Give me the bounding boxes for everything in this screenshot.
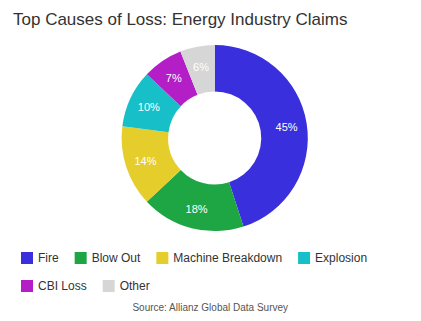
svg-text:Blow Out: Blow Out [92, 251, 141, 265]
svg-text:Top Causes of Loss: Energy Ind: Top Causes of Loss: Energy Industry Clai… [13, 10, 347, 29]
svg-text:45%: 45% [276, 121, 298, 133]
svg-text:CBI Loss: CBI Loss [38, 279, 87, 293]
svg-text:7%: 7% [166, 72, 182, 84]
svg-text:Fire: Fire [38, 251, 59, 265]
svg-text:18%: 18% [186, 203, 208, 215]
svg-text:14%: 14% [134, 155, 156, 167]
svg-text:Machine Breakdown: Machine Breakdown [173, 251, 282, 265]
svg-text:6%: 6% [193, 61, 209, 73]
svg-text:10%: 10% [138, 101, 160, 113]
svg-text:Explosion: Explosion [315, 251, 367, 265]
svg-text:Other: Other [120, 279, 150, 293]
svg-text:Source: Allianz Global Data Su: Source: Allianz Global Data Survey [132, 302, 288, 313]
